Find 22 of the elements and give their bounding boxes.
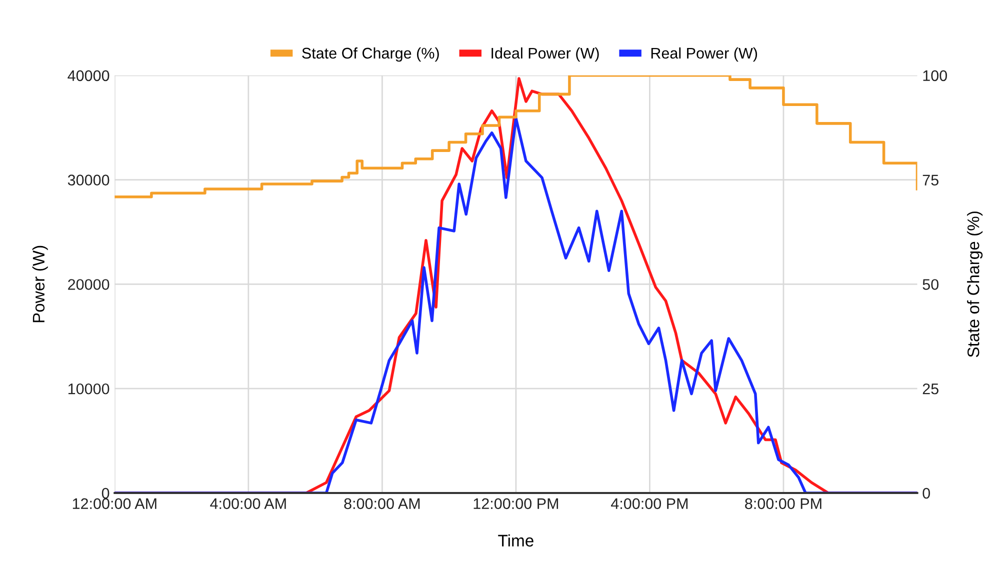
x-axis-title: Time <box>498 534 534 547</box>
y-tick-label: 10000 <box>68 383 110 394</box>
x-tick-label: 4:00:00 PM <box>611 498 688 510</box>
y2-tick-label: 50 <box>922 279 938 290</box>
y-axis-title: Power (W) <box>32 246 48 322</box>
legend-label: Ideal Power (W) <box>492 47 599 62</box>
y-tick-label: 40000 <box>68 70 110 82</box>
y2-tick-label: 100 <box>923 70 947 82</box>
y-tick-label: 30000 <box>68 174 110 186</box>
y2-tick-label: 25 <box>922 383 938 394</box>
y-tick-label: 0 <box>102 488 110 499</box>
legend-label: Real Power (W) <box>651 47 758 62</box>
x-tick-label: 12:00:00 AM <box>72 498 156 510</box>
y2-tick-label: 75 <box>922 174 938 186</box>
y-tick-label: 20000 <box>68 279 110 290</box>
x-tick-label: 8:00:00 AM <box>344 498 420 510</box>
legend-label: State Of Charge (%) <box>302 47 439 62</box>
x-tick-label: 8:00:00 PM <box>745 498 822 510</box>
y2-axis-title: State of Charge (%) <box>967 212 983 358</box>
x-tick-label: 12:00:00 PM <box>474 498 558 510</box>
y2-tick-label: 0 <box>922 488 930 499</box>
x-tick-label: 4:00:00 AM <box>210 498 286 510</box>
